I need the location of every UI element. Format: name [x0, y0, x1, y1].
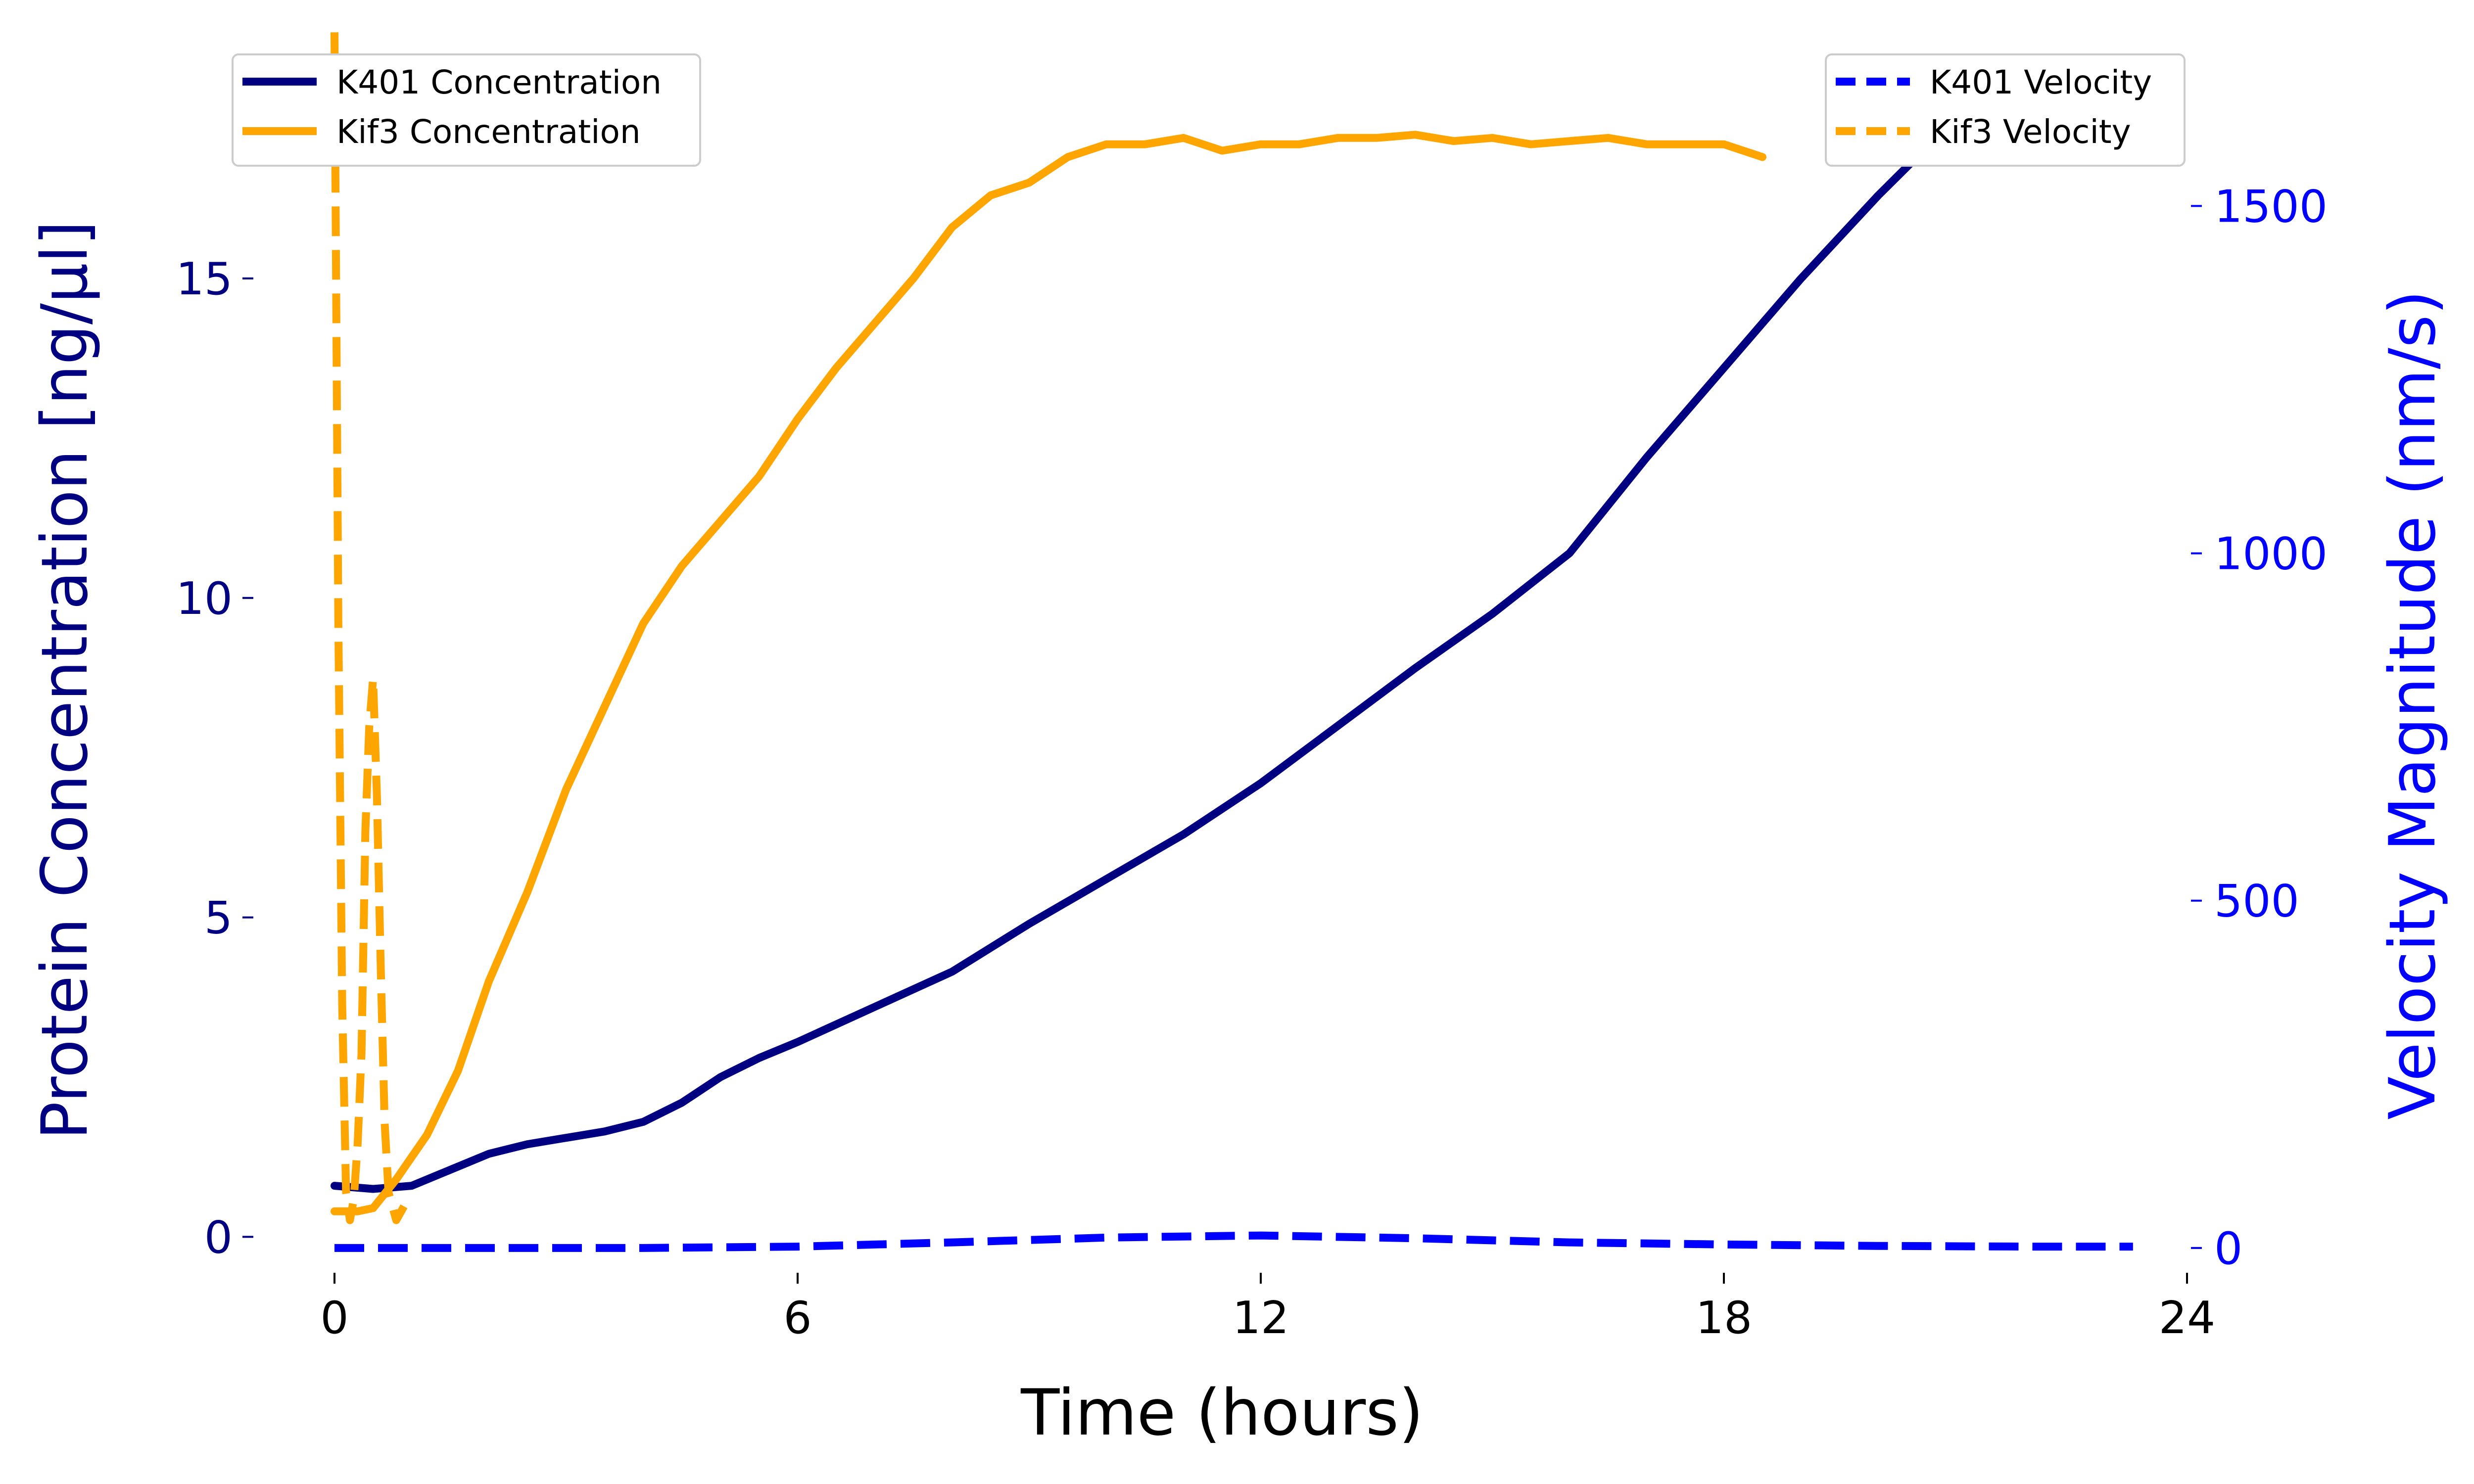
- x-tick-label: 0: [320, 1292, 348, 1344]
- y-left-tick-label: 15: [176, 253, 233, 305]
- x-tick-label: 6: [783, 1292, 811, 1344]
- legend-layer: K401 Concentration Kif3 Concentration K401…: [232, 53, 2186, 167]
- y-left-tick-label: 10: [176, 573, 233, 625]
- series-line-kif3-concentration: [331, 131, 1766, 1215]
- legend-label: Kif3 Velocity: [1930, 113, 2131, 151]
- series-line-k401-concentration: [331, 54, 2137, 1193]
- y-left-tick-label: 5: [204, 892, 233, 944]
- y-right-tick-label: 1000: [2214, 528, 2328, 580]
- x-tick-label: 12: [1233, 1292, 1289, 1344]
- series-layer: [331, 32, 2137, 1252]
- legend-label: K401 Velocity: [1930, 63, 2152, 101]
- series-line-kif3-velocity: [331, 32, 408, 1224]
- legend-box: [1825, 53, 2186, 167]
- x-axis-label: Time (hours): [1020, 1376, 1424, 1450]
- x-tick-label: 18: [1696, 1292, 1753, 1344]
- legend-label: Kif3 Concentration: [336, 113, 641, 151]
- legend-label: K401 Concentration: [336, 63, 662, 101]
- y-right-tick-label: 1500: [2214, 181, 2328, 232]
- x-tick-label: 24: [2159, 1292, 2216, 1344]
- y-right-tick-label: 0: [2214, 1223, 2242, 1275]
- axes-layer: 0 5 10 15 0 500 1000 1500 0 6 12 18 24 Time (hours) Pr…: [28, 181, 2450, 1450]
- y-left-axis-label: Protein Concentration [ng/µl]: [28, 221, 102, 1140]
- series-line-k401-velocity: [334, 1231, 2133, 1252]
- y-right-axis-label: Velocity Magnitude (nm/s): [2376, 290, 2450, 1119]
- legend-box: [232, 53, 701, 167]
- y-left-tick-label: 0: [204, 1211, 233, 1263]
- y-right-tick-label: 500: [2214, 876, 2299, 928]
